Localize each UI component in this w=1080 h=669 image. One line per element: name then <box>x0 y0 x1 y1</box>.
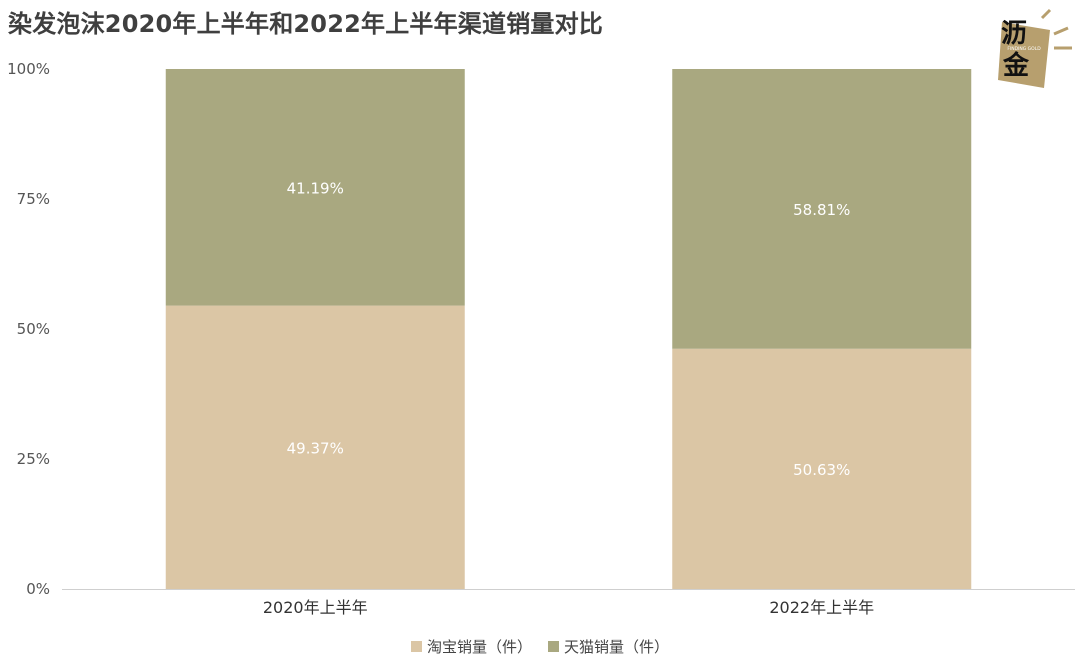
data-label: 50.63% <box>793 461 850 479</box>
logo-mark-icon: 沥 金 FINDING GOLD <box>998 8 1072 88</box>
legend-swatch-taobao <box>410 641 422 652</box>
brand-logo: 沥 金 FINDING GOLD <box>988 8 1074 94</box>
y-tick-label: 50% <box>17 320 50 338</box>
legend-item-taobao: 淘宝销量（件） <box>410 636 532 657</box>
logo-text-bottom: 金 <box>1002 50 1030 81</box>
x-tick-label: 2022年上半年 <box>769 598 874 617</box>
y-tick-label: 25% <box>17 450 50 468</box>
stacked-bar-chart: 0% 25% 50% 75% 100% 49.37% 41.19% 2020年上半年 50.63… <box>7 60 1075 617</box>
chart-legend: 淘宝销量（件） 天猫销量（件） <box>0 636 1080 657</box>
data-label: 49.37% <box>287 439 344 457</box>
data-label: 58.81% <box>793 201 850 219</box>
legend-label-taobao: 淘宝销量（件） <box>426 638 532 656</box>
x-tick-label: 2020年上半年 <box>263 598 368 617</box>
chart-title: 染发泡沫2020年上半年和2022年上半年渠道销量对比 <box>8 10 603 38</box>
y-tick-label: 0% <box>26 580 50 598</box>
y-tick-label: 100% <box>7 60 50 78</box>
y-tick-label: 75% <box>17 190 50 208</box>
bar-segment-taobao <box>672 348 972 589</box>
legend-label-tmall: 天猫销量（件） <box>564 638 670 656</box>
bar-segment-tmall <box>672 69 972 349</box>
bar-segment-tmall <box>165 69 465 306</box>
legend-item-tmall: 天猫销量（件） <box>548 636 669 657</box>
data-label: 41.19% <box>287 179 344 197</box>
legend-swatch-tmall <box>548 641 559 652</box>
bar-segment-taobao <box>165 305 465 589</box>
logo-tagline: FINDING GOLD <box>1007 46 1041 52</box>
logo-text-top: 沥 <box>1001 19 1027 49</box>
